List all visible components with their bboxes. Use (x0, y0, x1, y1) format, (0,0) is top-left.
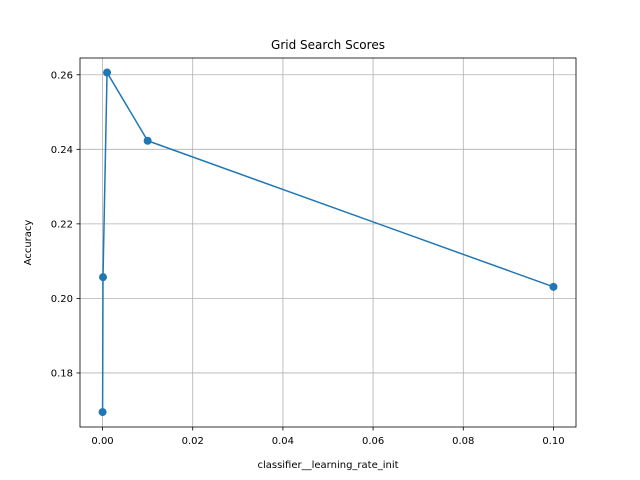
x-tick-label: 0.02 (182, 436, 204, 447)
data-point (98, 273, 107, 282)
data-point (549, 282, 558, 291)
plot-frame (79, 57, 577, 428)
x-tick-label: 0.00 (91, 436, 113, 447)
data-point (143, 136, 152, 145)
data-point (98, 408, 107, 417)
series-layer (98, 68, 558, 417)
x-axis-label: classifier__learning_rate_init (257, 460, 398, 471)
y-tick-label: 0.18 (51, 368, 73, 379)
y-tick-label: 0.26 (51, 70, 73, 81)
x-tick-label: 0.04 (272, 436, 294, 447)
x-tick-label: 0.08 (452, 436, 474, 447)
x-tick-label: 0.10 (542, 436, 564, 447)
tick-layer: 0.00 0.02 0.04 0.06 0.08 0.10 0.18 0.20 0.22 0.24… (51, 70, 565, 447)
data-point (103, 68, 112, 77)
y-tick-label: 0.24 (51, 145, 73, 156)
series-line (101, 71, 554, 413)
chart-title: Grid Search Scores (271, 38, 385, 52)
y-axis-label: Accuracy (23, 220, 34, 266)
y-tick-label: 0.20 (51, 294, 73, 305)
y-tick-label: 0.22 (51, 219, 73, 230)
x-tick-label: 0.06 (362, 436, 384, 447)
grid-layer (80, 58, 576, 427)
